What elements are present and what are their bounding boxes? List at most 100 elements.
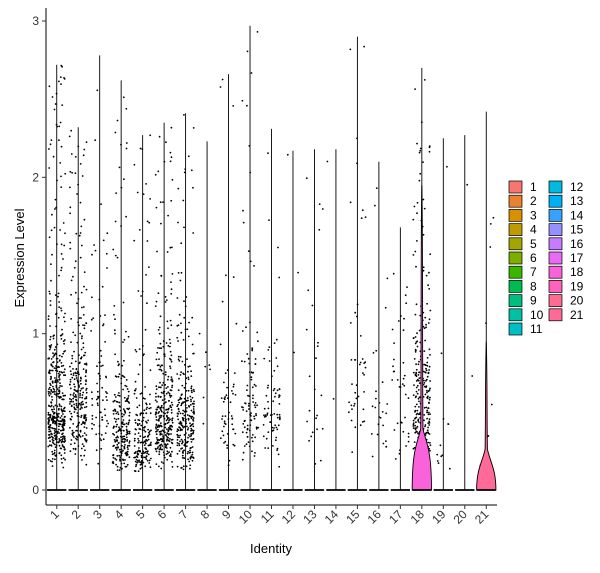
cell-point [57, 292, 60, 295]
cell-point [72, 331, 75, 334]
cell-point [157, 329, 160, 331]
cell-point [118, 405, 121, 407]
cell-point [169, 246, 172, 249]
cell-point [448, 467, 451, 470]
cell-point [416, 384, 419, 387]
cell-point [190, 409, 193, 412]
cell-point [85, 439, 88, 442]
cell-point [149, 198, 152, 200]
cell-point [84, 375, 87, 378]
cell-point [246, 436, 249, 438]
cell-point [148, 407, 151, 410]
cell-point [272, 445, 274, 447]
cell-point [59, 334, 62, 337]
cell-point [167, 430, 170, 433]
cell-point [68, 410, 71, 413]
cell-point [156, 250, 158, 253]
cell-point [428, 288, 431, 290]
cell-point [177, 355, 180, 358]
cell-point [267, 400, 269, 403]
cell-point [105, 425, 108, 428]
cell-point [149, 369, 152, 372]
cell-point [429, 449, 431, 452]
cell-point [257, 340, 259, 343]
cell-point [426, 375, 429, 378]
cell-point [170, 360, 173, 363]
cell-point [426, 417, 428, 420]
cell-point [423, 406, 426, 409]
violin-cluster-18 [411, 67, 432, 491]
cell-point [125, 379, 128, 381]
cell-point [60, 371, 63, 373]
cell-point [149, 407, 152, 409]
cell-point [255, 426, 258, 429]
cell-point [412, 371, 415, 374]
cell-point [166, 428, 168, 431]
cell-point [72, 397, 75, 400]
cell-point [52, 410, 54, 413]
cell-point [242, 423, 245, 425]
cell-point [63, 342, 65, 345]
cell-point [80, 337, 83, 340]
cell-point [177, 418, 180, 421]
cell-point [407, 397, 410, 399]
cell-point [436, 460, 439, 462]
cell-point [125, 433, 128, 436]
cell-point [156, 406, 159, 409]
cell-point [190, 434, 193, 437]
cell-point [326, 160, 329, 163]
cell-point [278, 276, 281, 279]
cell-point [49, 300, 52, 302]
cell-point [277, 453, 280, 456]
cell-point [232, 276, 235, 278]
cell-point [415, 303, 418, 306]
cell-point [187, 458, 190, 461]
cell-point [159, 446, 162, 449]
cell-point [414, 348, 417, 351]
cell-point [275, 357, 278, 359]
cell-point [63, 371, 65, 374]
cell-point [71, 354, 74, 357]
cell-point [50, 418, 53, 421]
legend-swatch [548, 294, 563, 307]
cell-point [137, 449, 140, 452]
points-cluster-19 [436, 165, 451, 470]
legend-swatch [548, 180, 563, 194]
cell-point [59, 385, 62, 387]
cell-point [91, 414, 94, 417]
cell-point [167, 214, 170, 217]
cell-point [79, 379, 82, 382]
points-cluster-2 [68, 129, 88, 466]
cell-point [187, 370, 189, 373]
cell-point [416, 240, 418, 242]
cell-point [113, 439, 116, 441]
cell-point [228, 459, 231, 462]
cell-point [191, 423, 193, 426]
cell-point [47, 458, 50, 461]
cell-point [123, 396, 126, 399]
cell-point [107, 422, 109, 425]
cell-point [425, 379, 427, 382]
cell-point [154, 442, 157, 445]
cell-point [75, 368, 78, 371]
cell-point [79, 376, 82, 379]
cell-point [183, 226, 185, 229]
cell-point [418, 377, 421, 379]
cell-point [350, 359, 353, 361]
cell-point [63, 420, 66, 422]
cell-point [182, 199, 185, 202]
cell-point [349, 48, 352, 51]
cell-point [70, 362, 73, 365]
cell-point [54, 417, 57, 419]
cell-point [76, 302, 78, 305]
cell-point [179, 427, 182, 429]
cell-point [114, 375, 117, 378]
violin-cluster-10 [240, 25, 260, 491]
cell-point [58, 452, 61, 455]
cell-point [70, 373, 73, 376]
cell-point [426, 391, 428, 394]
cell-point [192, 127, 195, 129]
cell-point [73, 383, 75, 386]
cell-point [191, 438, 194, 441]
